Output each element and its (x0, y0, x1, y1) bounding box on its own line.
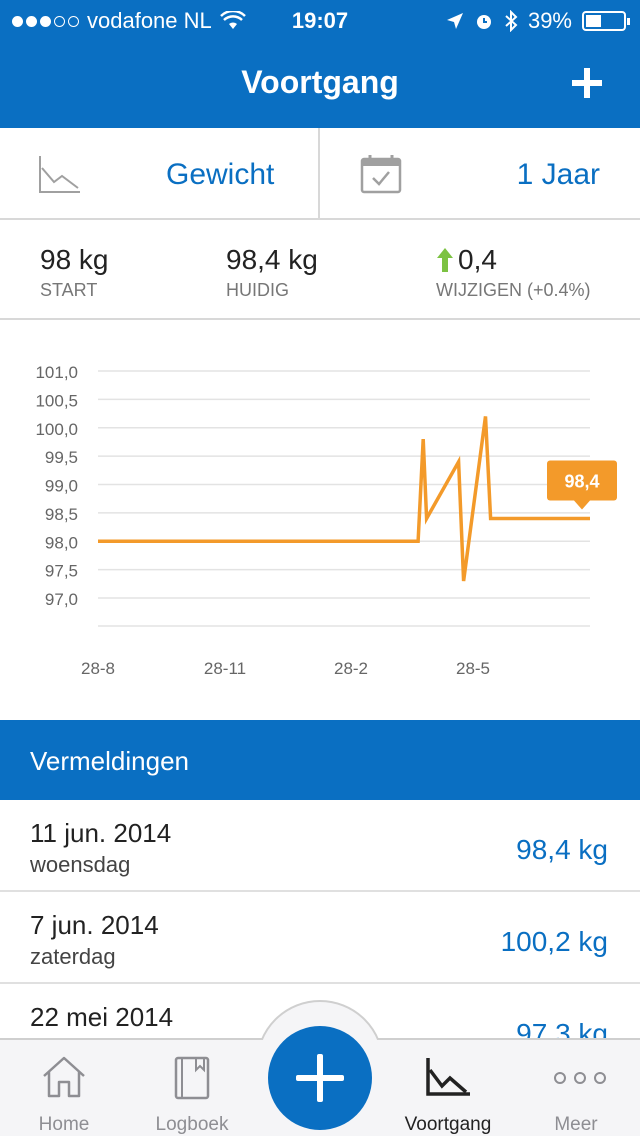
change-stat: 0,4 WIJZIGEN (+0.4%) (436, 244, 591, 301)
entry-day: woensdag (30, 852, 131, 877)
entry-weight: 98,4 kg (516, 834, 608, 865)
tab-logbook-label: Logboek (155, 1114, 229, 1135)
y-tick-label: 99,5 (45, 448, 78, 467)
selector-row: Gewicht 1 Jaar (0, 128, 640, 220)
x-tick-label: 28-11 (204, 659, 246, 678)
current-stat: 98,4 kg HUIDIG (226, 244, 318, 301)
stats-row: 98 kg START 98,4 kg HUIDIG 0,4 WIJZIGEN … (0, 220, 640, 320)
entry-date: 7 jun. 2014 (30, 910, 159, 940)
battery-percentage: 39% (527, 8, 572, 33)
entry-date: 22 mei 2014 (30, 1002, 174, 1032)
list-item[interactable]: 11 jun. 2014 woensdag 98,4 kg (0, 800, 640, 892)
add-center-button[interactable] (268, 1026, 372, 1130)
tab-more-label: Meer (554, 1114, 598, 1135)
metric-label: Gewicht (166, 158, 275, 191)
entries-header: Vermeldingen (0, 720, 640, 800)
list-item[interactable]: 7 jun. 2014 zaterdag 100,2 kg (0, 892, 640, 984)
y-tick-label: 99,0 (45, 477, 78, 496)
tab-home[interactable]: Home (0, 1040, 128, 1136)
start-label: START (40, 280, 98, 300)
bluetooth-icon (505, 10, 518, 32)
status-time: 19:07 (291, 8, 349, 33)
change-label: WIJZIGEN (+0.4%) (436, 280, 591, 300)
weight-series-line (98, 416, 590, 582)
y-tick-label: 100,0 (35, 420, 78, 439)
entries-title: Vermeldingen (30, 746, 189, 776)
carrier-name: vodafone NL (87, 8, 212, 33)
entry-weight: 100,2 kg (500, 926, 608, 957)
alarm-icon (476, 15, 491, 29)
line-chart-icon (39, 156, 80, 193)
entry-day: zaterdag (30, 944, 116, 969)
status-left: vodafone NL (12, 8, 246, 34)
start-value: 98 kg (40, 244, 109, 275)
y-tick-label: 100,5 (35, 391, 78, 410)
status-right: 39% (446, 8, 630, 34)
current-label: HUIDIG (226, 280, 289, 300)
y-tick-label: 101,0 (35, 363, 78, 382)
y-tick-label: 98,5 (45, 505, 78, 524)
y-tick-label: 97,0 (45, 590, 78, 609)
tab-logbook[interactable]: Logboek (128, 1040, 256, 1136)
change-value: 0,4 (458, 244, 497, 275)
arrow-up-icon (437, 248, 453, 272)
start-stat: 98 kg START (40, 244, 109, 301)
tab-progress[interactable]: Voortgang (384, 1040, 512, 1136)
top-bar: vodafone NL 19:07 39% Voortgang (0, 0, 640, 128)
wifi-icon (219, 11, 246, 29)
add-entry-button[interactable] (572, 68, 602, 98)
period-selector[interactable]: 1 Jaar (320, 128, 640, 220)
chart-svg: 101,0 100,5 100,0 99,5 99,0 98,5 98,0 97,5 97,0 2… (35, 363, 617, 678)
battery-icon (582, 11, 630, 31)
line-chart-icon (426, 1058, 470, 1096)
entry-date: 11 jun. 2014 (30, 818, 172, 848)
calendar-check-icon (360, 155, 402, 194)
metric-selector[interactable]: Gewicht (0, 128, 318, 220)
tab-home-label: Home (38, 1114, 90, 1135)
list-item[interactable]: 22 mei 2014 97,3 kg (0, 984, 640, 1040)
period-label: 1 Jaar (516, 158, 600, 191)
x-tick-label: 28-8 (81, 659, 115, 678)
current-value: 98,4 kg (226, 244, 318, 275)
status-bar: vodafone NL 19:07 39% (0, 0, 640, 40)
weight-chart[interactable]: 101,0 100,5 100,0 99,5 99,0 98,5 98,0 97,5 97,0 2… (0, 320, 640, 720)
y-tick-label: 98,0 (45, 533, 78, 552)
tab-progress-label: Voortgang (404, 1114, 492, 1135)
home-icon (43, 1056, 85, 1098)
current-value-badge-pointer (574, 500, 590, 510)
x-tick-label: 28-2 (334, 659, 368, 678)
signal-strength-icon (12, 15, 79, 27)
location-arrow-icon (446, 13, 463, 29)
y-tick-label: 97,5 (45, 562, 78, 581)
more-dots-icon (554, 1072, 606, 1084)
current-value-label: 98,4 (564, 472, 599, 492)
book-icon (174, 1056, 210, 1100)
tab-more[interactable]: Meer (512, 1040, 640, 1136)
entries-list: 11 jun. 2014 woensdag 98,4 kg 7 jun. 201… (0, 800, 640, 1040)
selector-divider (318, 128, 320, 220)
entry-weight: 97,3 kg (516, 1018, 608, 1040)
page-title: Voortgang (241, 64, 399, 100)
current-value-badge (547, 460, 617, 501)
change-value-row: 0,4 (436, 244, 591, 276)
x-tick-label: 28-5 (456, 659, 490, 678)
